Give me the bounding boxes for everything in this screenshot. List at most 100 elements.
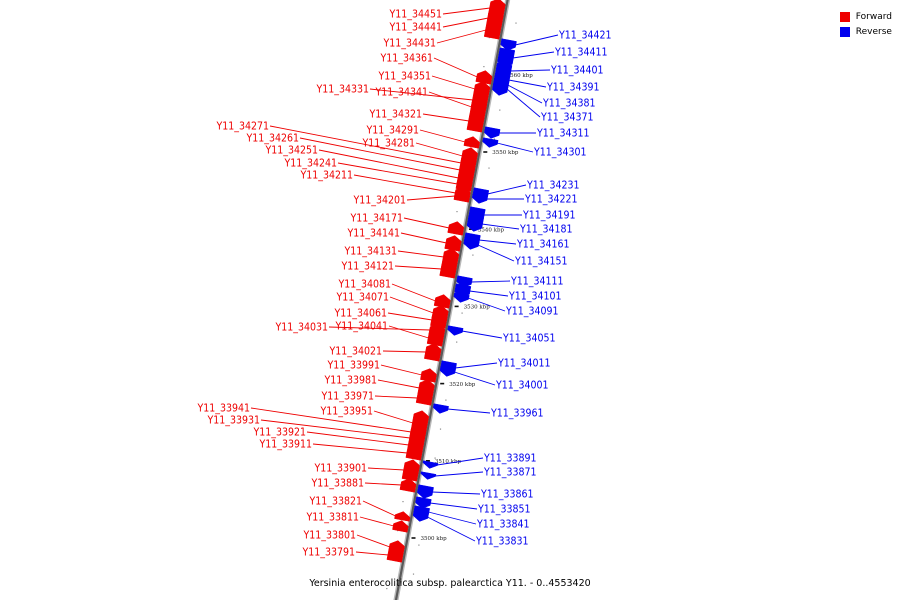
forward-gene-label[interactable]: Y11_34061	[333, 308, 387, 320]
forward-gene-label[interactable]: Y11_33811	[305, 512, 359, 524]
gene-label-connector	[337, 162, 458, 185]
forward-gene-feature	[433, 294, 451, 309]
forward-gene-label[interactable]: Y11_34171	[349, 213, 403, 225]
reverse-gene-label[interactable]: Y11_34301	[533, 147, 587, 159]
reverse-gene-label[interactable]: Y11_34401	[550, 65, 604, 77]
gene-label-connector	[391, 283, 436, 302]
forward-gene-label[interactable]: Y11_33801	[302, 530, 356, 542]
forward-gene-feature	[424, 343, 442, 362]
forward-gene-label[interactable]: Y11_33901	[313, 463, 367, 475]
reverse-gene-label[interactable]: Y11_34101	[508, 291, 562, 303]
reverse-gene-label[interactable]: Y11_34051	[502, 333, 556, 345]
forward-gene-label[interactable]: Y11_34271	[215, 121, 269, 133]
forward-gene-label[interactable]: Y11_34331	[315, 84, 369, 96]
gene-label-connector	[496, 142, 534, 153]
kbp-tick-mark	[425, 460, 430, 462]
gene-label-connector	[397, 250, 444, 258]
reverse-gene-label[interactable]: Y11_34231	[526, 180, 580, 192]
forward-gene-label[interactable]: Y11_34431	[382, 38, 436, 50]
forward-gene-label[interactable]: Y11_34081	[337, 279, 391, 291]
gene-label-connector	[406, 195, 456, 201]
forward-gene-label[interactable]: Y11_34241	[283, 158, 337, 170]
gene-label-connector	[454, 371, 496, 386]
reverse-gene-label[interactable]: Y11_34381	[542, 98, 596, 110]
reverse-gene-feature	[422, 460, 439, 469]
forward-gene-feature	[444, 235, 462, 252]
forward-gene-label[interactable]: Y11_33911	[258, 439, 312, 451]
minor-tick	[488, 167, 490, 169]
reverse-gene-label[interactable]: Y11_34411	[554, 47, 608, 59]
kbp-ticks: 3560 kbp 3550 kbp 3540 kbp 3530 kbp 3520 kbp…	[386, 8, 533, 590]
gene-label-connector	[512, 51, 555, 59]
forward-gene-label[interactable]: Y11_33791	[301, 547, 355, 559]
reverse-gene-label[interactable]: Y11_34001	[495, 380, 549, 392]
forward-gene-label[interactable]: Y11_34211	[299, 170, 353, 182]
minor-tick	[461, 312, 463, 314]
reverse-gene-label[interactable]: Y11_33861	[480, 489, 534, 501]
forward-gene-label[interactable]: Y11_34351	[377, 71, 431, 83]
forward-gene-label[interactable]: Y11_33931	[206, 415, 260, 427]
gene-label-connector	[373, 410, 414, 424]
forward-gene-label[interactable]: Y11_34261	[245, 133, 299, 145]
forward-gene-feature	[439, 260, 457, 279]
gene-label-connector	[468, 297, 506, 312]
reverse-gene-label[interactable]: Y11_33961	[490, 408, 544, 420]
forward-gene-label[interactable]: Y11_34361	[379, 53, 433, 65]
forward-gene-feature	[463, 136, 480, 149]
forward-gene-label[interactable]: Y11_34291	[365, 125, 419, 137]
forward-gene-feature	[466, 110, 485, 133]
gene-label-connector	[377, 379, 420, 389]
forward-gene-label[interactable]: Y11_34021	[328, 346, 382, 358]
gene-label-connector	[487, 184, 527, 195]
forward-gene-label[interactable]: Y11_33881	[310, 478, 364, 490]
reverse-gene-label[interactable]: Y11_34421	[558, 30, 612, 42]
reverse-gene-label[interactable]: Y11_34181	[519, 224, 573, 236]
reverse-gene-feature	[484, 126, 501, 139]
reverse-gene-label[interactable]: Y11_33851	[477, 504, 531, 516]
reverse-gene-label[interactable]: Y11_34221	[524, 194, 578, 206]
reverse-gene-label[interactable]: Y11_34191	[522, 210, 576, 222]
reverse-gene-label[interactable]: Y11_34161	[516, 239, 570, 251]
gene-label-connector	[269, 125, 462, 164]
forward-gene-label[interactable]: Y11_34251	[264, 145, 318, 157]
reverse-gene-label[interactable]: Y11_33831	[475, 536, 529, 548]
forward-gene-label[interactable]: Y11_33971	[320, 391, 374, 403]
gene-label-connector	[461, 330, 503, 339]
gene-label-connector	[359, 516, 394, 527]
reverse-gene-label[interactable]: Y11_33871	[483, 467, 537, 479]
forward-gene-label[interactable]: Y11_33921	[252, 427, 306, 439]
forward-gene-label[interactable]: Y11_33951	[319, 406, 373, 418]
forward-gene-label[interactable]: Y11_34341	[374, 87, 428, 99]
forward-gene-label[interactable]: Y11_34451	[388, 9, 442, 21]
reverse-gene-label[interactable]: Y11_34371	[540, 112, 594, 124]
gene-label-connector	[389, 296, 434, 314]
reverse-gene-label[interactable]: Y11_34091	[505, 306, 559, 318]
forward-gene-label[interactable]: Y11_34031	[274, 322, 328, 334]
forward-gene-label[interactable]: Y11_34121	[340, 261, 394, 273]
forward-gene-label[interactable]: Y11_33821	[308, 496, 362, 508]
reverse-gene-label[interactable]: Y11_34151	[514, 256, 568, 268]
reverse-gene-label[interactable]: Y11_34111	[510, 276, 564, 288]
reverse-gene-label[interactable]: Y11_34011	[497, 358, 551, 370]
gene-label-connector	[382, 350, 427, 353]
forward-gene-label[interactable]: Y11_34201	[352, 195, 406, 207]
kbp-tick-label: 3520 kbp	[449, 382, 476, 388]
kbp-tick-mark	[411, 537, 416, 539]
gene-label-connector	[306, 431, 409, 446]
forward-gene-label[interactable]: Y11_33941	[196, 403, 250, 415]
forward-gene-label[interactable]: Y11_33991	[326, 360, 380, 372]
forward-gene-label[interactable]: Y11_34041	[334, 321, 388, 333]
forward-gene-label[interactable]: Y11_34131	[343, 246, 397, 258]
forward-gene-label[interactable]: Y11_34281	[361, 138, 415, 150]
forward-gene-label[interactable]: Y11_34141	[346, 228, 400, 240]
gene-label-connector	[442, 17, 489, 28]
forward-gene-label[interactable]: Y11_34321	[368, 109, 422, 121]
forward-gene-label[interactable]: Y11_34071	[335, 292, 389, 304]
forward-gene-label[interactable]: Y11_34441	[388, 22, 442, 34]
reverse-gene-label[interactable]: Y11_34311	[536, 128, 590, 140]
forward-gene-label[interactable]: Y11_33981	[323, 375, 377, 387]
reverse-gene-label[interactable]: Y11_33841	[476, 519, 530, 531]
reverse-gene-label[interactable]: Y11_33891	[483, 453, 537, 465]
reverse-gene-label[interactable]: Y11_34391	[546, 82, 600, 94]
